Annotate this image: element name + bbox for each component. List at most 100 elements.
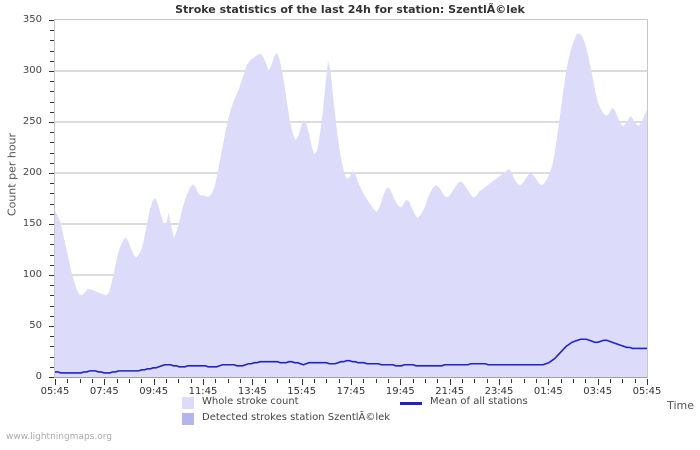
x-tick-label: 07:45 <box>89 386 119 397</box>
x-tick-mark-minor <box>92 379 93 383</box>
x-tick-mark-minor <box>474 379 476 383</box>
y-tick-mark-minor <box>50 346 54 348</box>
x-tick-mark <box>55 379 56 385</box>
y-tick-mark-minor <box>50 315 54 317</box>
x-tick-mark <box>499 379 500 385</box>
x-tick-mark <box>449 379 451 385</box>
x-tick-mark-minor <box>178 379 180 383</box>
legend-label: Whole stroke count <box>202 396 299 407</box>
y-tick-mark-minor <box>50 101 54 103</box>
x-tick-mark-minor <box>116 379 118 383</box>
x-tick-mark <box>647 379 648 385</box>
x-tick-mark-minor <box>573 379 574 383</box>
x-tick-mark-minor <box>363 379 365 383</box>
x-tick-mark <box>252 379 254 385</box>
x-tick-label: 17:45 <box>336 386 366 397</box>
y-tick-label: 250 <box>22 116 42 127</box>
y-tick-label: 50 <box>29 320 42 331</box>
y-tick-mark-minor <box>50 264 54 266</box>
x-tick-mark <box>104 379 106 385</box>
x-tick-mark-minor <box>141 379 143 383</box>
x-tick-label: 05:45 <box>632 386 662 397</box>
x-tick-label: 11:45 <box>188 386 218 397</box>
x-tick-mark-minor <box>166 379 167 383</box>
x-tick-mark-minor <box>412 379 414 383</box>
x-tick-mark-minor <box>536 379 537 383</box>
x-tick-mark-minor <box>622 379 624 383</box>
legend-line-marker <box>400 402 422 405</box>
x-tick-label: 03:45 <box>583 386 613 397</box>
x-axis-label: Time <box>667 399 694 412</box>
x-tick-mark-minor <box>375 379 377 383</box>
x-tick-mark-minor <box>79 379 81 383</box>
x-tick-mark-minor <box>190 379 192 383</box>
x-tick-label: 23:45 <box>484 386 514 397</box>
y-tick-mark <box>49 20 55 21</box>
x-tick-mark-minor <box>240 379 241 383</box>
y-tick-mark-minor <box>50 183 54 185</box>
x-tick-mark <box>597 379 599 385</box>
x-tick-mark-minor <box>277 379 278 383</box>
chart-legend: Whole stroke count Detected strokes stati… <box>0 394 700 426</box>
x-tick-label: 13:45 <box>237 386 267 397</box>
y-tick-label: 150 <box>22 218 42 229</box>
y-tick-mark <box>49 377 55 378</box>
x-tick-mark-minor <box>462 379 463 383</box>
y-tick-mark-minor <box>50 234 54 236</box>
chart-plot-svg <box>55 33 647 377</box>
legend-label: Detected strokes station SzentlÃ©lek <box>202 412 391 423</box>
y-tick-mark-minor <box>50 162 54 164</box>
y-tick-mark-minor <box>50 295 54 297</box>
x-tick-mark <box>548 379 550 385</box>
y-tick-label: 350 <box>22 14 42 25</box>
x-tick-mark-minor <box>585 379 587 383</box>
y-tick-mark-minor <box>50 203 54 205</box>
y-tick-mark <box>49 173 55 174</box>
legend-label: Mean of all stations <box>430 396 528 407</box>
x-tick-mark-minor <box>437 379 439 383</box>
x-tick-mark-minor <box>425 379 426 383</box>
x-tick-label: 19:45 <box>385 386 415 397</box>
x-tick-mark <box>351 379 352 385</box>
y-tick-mark-minor <box>50 81 54 83</box>
y-tick-mark-minor <box>50 366 54 368</box>
x-tick-mark-minor <box>67 379 69 383</box>
y-tick-mark-minor <box>50 213 54 215</box>
y-tick-label: 100 <box>22 269 42 280</box>
y-tick-mark <box>49 224 55 225</box>
y-tick-mark-minor <box>50 254 54 256</box>
x-tick-mark-minor <box>289 379 291 383</box>
y-tick-label: 200 <box>22 167 42 178</box>
x-tick-mark-minor <box>388 379 389 383</box>
x-tick-mark-minor <box>326 379 328 383</box>
x-tick-mark-minor <box>215 379 217 383</box>
x-tick-mark-minor <box>511 379 513 383</box>
y-tick-mark-minor <box>50 132 54 134</box>
x-tick-label: 05:45 <box>40 386 70 397</box>
x-tick-label: 09:45 <box>139 386 169 397</box>
x-tick-label: 21:45 <box>435 386 465 397</box>
y-tick-mark-minor <box>50 193 54 195</box>
y-tick-mark-minor <box>50 50 54 52</box>
watermark: www.lightningmaps.org <box>6 432 112 442</box>
x-tick-mark <box>203 379 204 385</box>
y-tick-mark <box>49 326 55 327</box>
y-tick-mark-minor <box>50 336 54 338</box>
y-tick-label: 300 <box>22 65 42 76</box>
y-tick-mark-minor <box>50 142 54 144</box>
x-tick-mark-minor <box>634 379 636 383</box>
y-tick-mark <box>49 275 55 276</box>
y-tick-mark-minor <box>50 152 54 154</box>
x-tick-mark <box>153 379 155 385</box>
y-tick-mark-minor <box>50 356 54 358</box>
y-tick-mark <box>49 71 55 72</box>
x-tick-mark-minor <box>264 379 266 383</box>
x-tick-mark <box>301 379 303 385</box>
y-tick-mark-minor <box>50 305 54 307</box>
y-tick-mark <box>49 122 55 123</box>
legend-swatch <box>182 397 194 409</box>
y-tick-label: 0 <box>35 371 42 382</box>
x-tick-label: 01:45 <box>533 386 563 397</box>
y-tick-mark-minor <box>50 285 54 287</box>
x-tick-mark-minor <box>338 379 340 383</box>
